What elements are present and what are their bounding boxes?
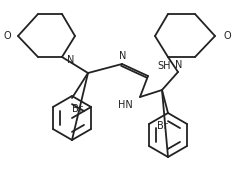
- Text: O: O: [3, 31, 11, 41]
- Text: N: N: [175, 60, 183, 70]
- Text: O: O: [223, 31, 231, 41]
- Text: Br: Br: [72, 104, 83, 114]
- Text: HN: HN: [118, 100, 133, 110]
- Text: N: N: [67, 55, 74, 65]
- Text: Br: Br: [157, 121, 168, 131]
- Text: N: N: [119, 51, 127, 61]
- Text: SH: SH: [157, 61, 171, 71]
